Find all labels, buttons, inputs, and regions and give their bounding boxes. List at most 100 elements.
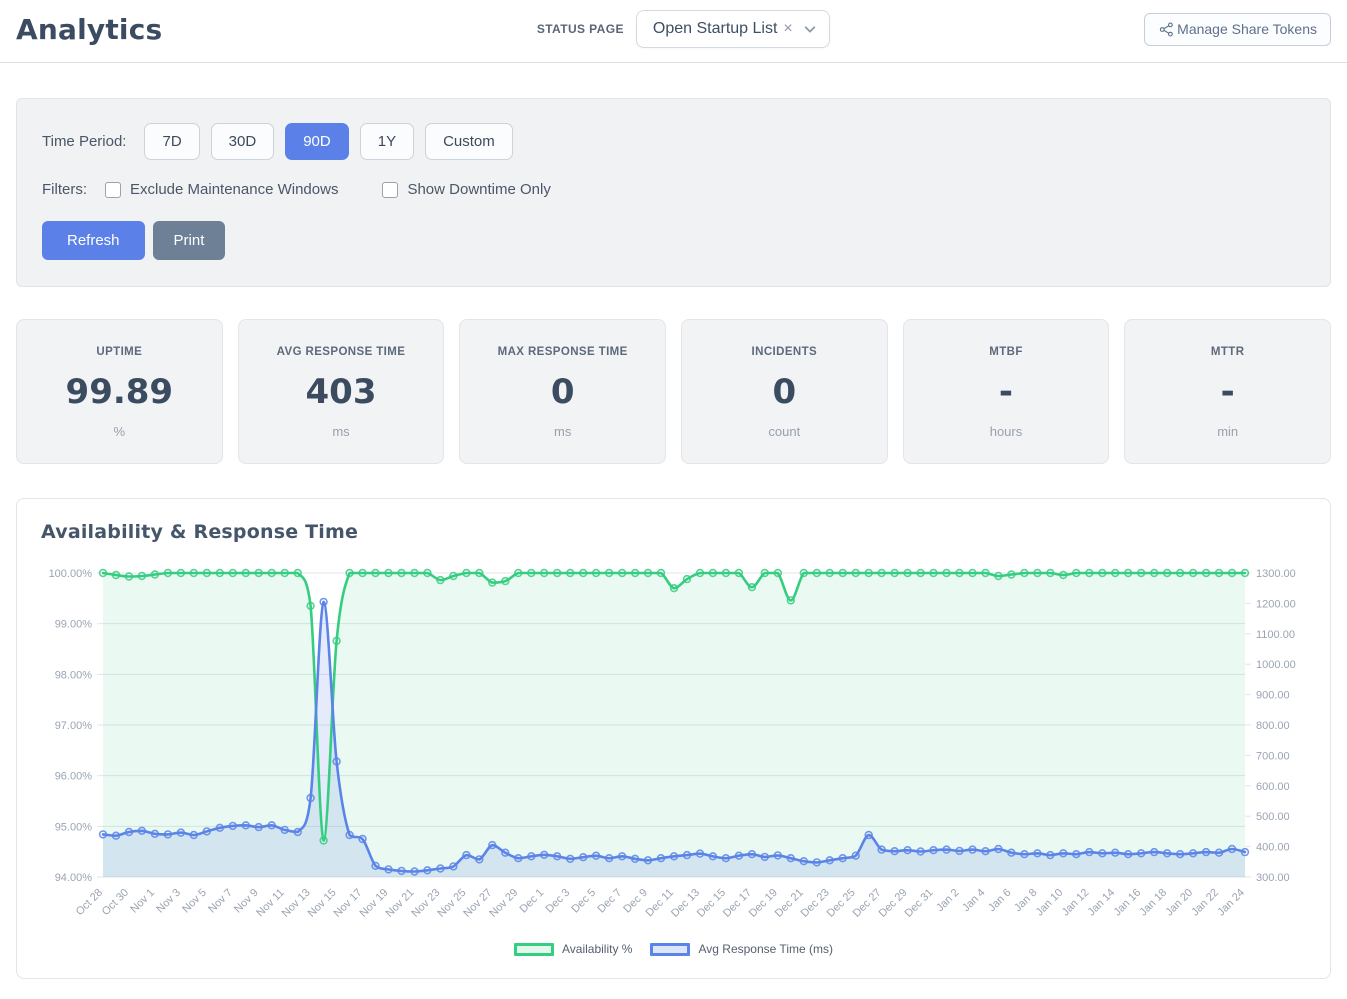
period-button-7d[interactable]: 7D: [144, 123, 200, 160]
svg-text:96.00%: 96.00%: [55, 771, 93, 783]
legend-label: Avg Response Time (ms): [698, 942, 833, 956]
svg-text:Nov 7: Nov 7: [206, 887, 235, 916]
exclude-maintenance-label: Exclude Maintenance Windows: [130, 181, 339, 198]
svg-text:Jan 16: Jan 16: [1111, 887, 1143, 919]
show-downtime-checkbox[interactable]: [382, 181, 399, 198]
time-period-label: Time Period:: [42, 133, 127, 150]
availability-response-chart[interactable]: 94.00% 95.00% 96.00% 97.00% 98.00% 99.00% 100.…: [41, 557, 1306, 942]
clear-selection-icon[interactable]: ×: [783, 20, 793, 37]
svg-text:Jan 12: Jan 12: [1060, 887, 1092, 919]
svg-text:Jan 18: Jan 18: [1137, 887, 1169, 919]
exclude-maintenance-checkbox-item[interactable]: Exclude Maintenance Windows: [105, 181, 338, 198]
svg-text:Jan 10: Jan 10: [1034, 887, 1066, 919]
stat-value: 99.89: [65, 372, 174, 412]
availability-chart-card: Availability & Response Time 94.00% 95.00…: [16, 498, 1331, 979]
stat-label: AVG RESPONSE TIME: [276, 346, 406, 358]
stat-card-mtbf: MTBF - hours: [902, 319, 1110, 464]
stat-value: -: [998, 372, 1014, 412]
status-page-label: STATUS PAGE: [536, 22, 624, 36]
stat-card-incidents: INCIDENTS 0 count: [681, 319, 888, 464]
svg-text:99.00%: 99.00%: [55, 619, 93, 631]
svg-text:97.00%: 97.00%: [55, 720, 93, 732]
svg-text:100.00%: 100.00%: [49, 568, 93, 580]
period-button-90d[interactable]: 90D: [285, 123, 349, 160]
time-period-row: Time Period: 7D 30D 90D 1Y Custom: [42, 123, 1305, 160]
actions-row: Refresh Print: [42, 221, 1305, 260]
refresh-button[interactable]: Refresh: [42, 221, 145, 260]
svg-text:Nov 29: Nov 29: [487, 887, 520, 920]
svg-text:500.00: 500.00: [1256, 811, 1290, 823]
chart-legend: Availability % Avg Response Time (ms): [41, 942, 1306, 962]
legend-item-availability[interactable]: Availability %: [514, 942, 632, 956]
header: Analytics STATUS PAGE Open Startup List …: [0, 0, 1347, 63]
svg-text:Jan 4: Jan 4: [960, 887, 988, 915]
availability-legend-swatch: [514, 942, 554, 956]
stat-card-mttr: MTTR - min: [1124, 319, 1331, 464]
stat-value: 0: [772, 372, 797, 412]
print-button[interactable]: Print: [152, 221, 226, 260]
svg-text:Jan 20: Jan 20: [1163, 887, 1195, 919]
stat-unit: %: [113, 424, 126, 439]
status-page-selector-group: STATUS PAGE Open Startup List ×: [477, 10, 830, 48]
status-page-selected-value: Open Startup List: [652, 20, 778, 37]
show-downtime-label: Show Downtime Only: [407, 181, 551, 198]
svg-text:900.00: 900.00: [1256, 690, 1290, 702]
stat-unit: count: [768, 424, 801, 439]
period-button-30d[interactable]: 30D: [210, 123, 275, 160]
svg-text:Dec 3: Dec 3: [544, 887, 573, 916]
svg-text:400.00: 400.00: [1256, 842, 1290, 854]
svg-text:Jan 14: Jan 14: [1085, 887, 1117, 919]
exclude-maintenance-checkbox[interactable]: [105, 181, 121, 198]
svg-text:Nov 1: Nov 1: [128, 887, 157, 916]
svg-text:94.00%: 94.00%: [55, 872, 93, 884]
stat-unit: min: [1217, 424, 1239, 439]
filters-row: Filters: Exclude Maintenance Windows Sho…: [42, 181, 1305, 198]
svg-text:Dec 31: Dec 31: [902, 887, 935, 920]
stat-card-avg-response-time: AVG RESPONSE TIME 403 ms: [237, 319, 445, 464]
chart-area: 94.00% 95.00% 96.00% 97.00% 98.00% 99.00% 100.…: [41, 557, 1306, 962]
page-title: Analytics: [16, 12, 163, 46]
period-button-1y[interactable]: 1Y: [359, 123, 415, 160]
period-button-custom[interactable]: Custom: [425, 123, 513, 160]
chevron-down-icon: [804, 26, 815, 33]
svg-text:Jan 6: Jan 6: [986, 887, 1014, 915]
response-time-legend-swatch: [650, 942, 691, 956]
svg-text:300.00: 300.00: [1256, 872, 1290, 884]
stat-label: MTTR: [1210, 346, 1245, 358]
svg-text:1000.00: 1000.00: [1256, 659, 1296, 671]
svg-text:95.00%: 95.00%: [55, 821, 93, 833]
stat-label: INCIDENTS: [751, 346, 818, 358]
svg-text:Dec 5: Dec 5: [569, 887, 598, 916]
stats-row: UPTIME 99.89 % AVG RESPONSE TIME 403 ms …: [16, 319, 1331, 464]
stat-label: MTBF: [989, 346, 1023, 358]
svg-text:1100.00: 1100.00: [1256, 629, 1295, 641]
stat-value: 0: [550, 372, 575, 412]
stat-value: -: [1220, 372, 1235, 412]
svg-text:Dec 7: Dec 7: [595, 887, 624, 916]
legend-label: Availability %: [562, 942, 633, 956]
svg-text:Oct 28: Oct 28: [74, 887, 105, 918]
stat-label: MAX RESPONSE TIME: [497, 346, 628, 358]
stat-unit: hours: [989, 424, 1023, 439]
svg-text:Nov 5: Nov 5: [180, 887, 209, 916]
filter-panel: Time Period: 7D 30D 90D 1Y Custom Filter…: [16, 98, 1331, 287]
svg-text:1300.00: 1300.00: [1256, 568, 1296, 580]
svg-text:Jan 22: Jan 22: [1189, 887, 1221, 919]
show-downtime-checkbox-item[interactable]: Show Downtime Only: [382, 181, 551, 198]
stat-card-uptime: UPTIME 99.89 %: [16, 319, 223, 464]
svg-text:98.00%: 98.00%: [55, 669, 93, 681]
legend-item-response-time[interactable]: Avg Response Time (ms): [650, 942, 833, 956]
svg-text:1200.00: 1200.00: [1256, 598, 1296, 610]
svg-text:700.00: 700.00: [1256, 750, 1290, 762]
svg-text:Oct 30: Oct 30: [100, 887, 131, 918]
chart-title: Availability & Response Time: [41, 521, 359, 543]
svg-text:600.00: 600.00: [1256, 781, 1290, 793]
stat-value: 403: [305, 372, 377, 412]
manage-share-tokens-label: Manage Share Tokens: [1177, 21, 1317, 37]
filters-label: Filters:: [42, 181, 87, 198]
manage-share-tokens-button[interactable]: Manage Share Tokens: [1144, 12, 1331, 46]
stat-card-max-response-time: MAX RESPONSE TIME 0 ms: [459, 319, 666, 464]
svg-text:Jan 2: Jan 2: [934, 887, 962, 915]
status-page-select[interactable]: Open Startup List ×: [635, 10, 830, 48]
stat-unit: ms: [332, 424, 350, 439]
